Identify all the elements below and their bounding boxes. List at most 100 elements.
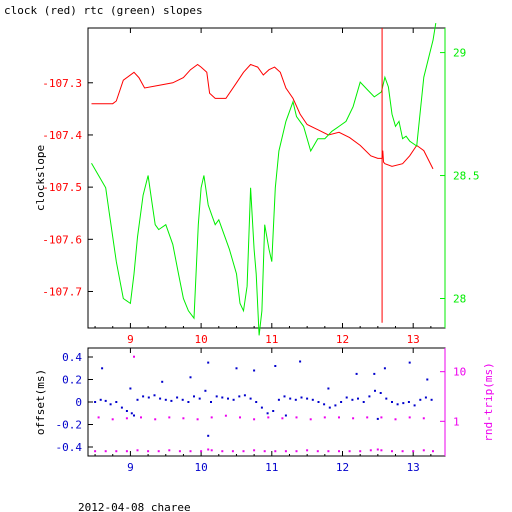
data-point-offset: [426, 378, 429, 381]
data-point-offset: [355, 372, 358, 375]
data-point-rtt: [253, 449, 256, 452]
data-point-rtt: [408, 416, 411, 419]
data-point-rtt: [338, 450, 340, 453]
data-point-offset: [243, 394, 246, 397]
data-point-offset: [379, 392, 382, 394]
x-tick-label: 13: [407, 461, 420, 474]
data-point-offset: [274, 365, 277, 367]
data-point-rtt: [168, 416, 171, 419]
data-point-rtt: [284, 450, 287, 453]
data-point-rtt: [154, 418, 157, 421]
data-point-offset: [362, 401, 365, 403]
data-point-offset: [385, 397, 388, 400]
data-point-rtt: [380, 416, 383, 419]
data-point-offset: [300, 396, 303, 399]
data-point-rtt: [359, 450, 362, 453]
data-point-offset: [255, 401, 258, 403]
data-point-rtt: [422, 417, 425, 420]
data-point-offset: [221, 396, 224, 399]
data-point-offset: [215, 395, 218, 398]
data-point-offset: [407, 401, 410, 403]
data-point-rtt: [253, 418, 256, 421]
data-point-offset: [193, 395, 195, 398]
data-point-rtt: [242, 450, 245, 453]
data-point-rtt: [391, 450, 393, 453]
data-point-rtt: [316, 450, 319, 453]
data-point-rtt: [281, 417, 284, 420]
data-point-offset: [328, 406, 331, 409]
y2-tick-label: 28.5: [453, 170, 480, 183]
data-point-rtt: [376, 448, 379, 451]
data-point-offset: [115, 401, 118, 403]
data-point-rtt: [323, 416, 326, 419]
data-point-offset: [227, 397, 229, 400]
data-point-offset: [130, 412, 133, 415]
x-tick-label: 9: [127, 461, 134, 474]
data-point-offset: [396, 403, 399, 406]
data-point-rtt: [210, 416, 213, 419]
y-tick-label: -0.2: [56, 419, 83, 432]
y2-tick-label: 28: [453, 292, 466, 305]
data-point-offset: [260, 406, 263, 409]
y-tick-label: 0.4: [62, 351, 82, 364]
data-point-offset: [383, 367, 386, 370]
data-point-offset: [357, 397, 359, 400]
data-point-offset: [176, 396, 179, 399]
data-point-offset: [376, 417, 379, 420]
data-point-offset: [368, 395, 371, 398]
data-point-offset: [408, 361, 411, 364]
data-point-offset: [289, 397, 292, 400]
data-point-offset: [120, 406, 123, 409]
y2-tick-label: 1: [453, 415, 460, 428]
data-point-rtt: [267, 416, 270, 419]
data-point-offset: [94, 401, 97, 403]
data-point-offset: [136, 398, 139, 401]
data-point-offset: [147, 396, 150, 399]
data-point-offset: [204, 389, 207, 392]
data-point-offset: [125, 410, 128, 412]
data-point-offset: [323, 403, 326, 406]
data-point-offset: [374, 389, 376, 392]
data-point-rtt: [224, 414, 227, 417]
data-point-offset: [133, 414, 135, 417]
data-point-offset: [99, 398, 102, 401]
data-point-offset: [181, 398, 184, 401]
data-point-offset: [402, 402, 405, 405]
data-point-offset: [104, 399, 107, 402]
data-point-rtt: [207, 448, 210, 451]
y2-axis-label: rnd-trip(ms): [482, 362, 495, 441]
data-point-rtt: [94, 450, 97, 453]
data-point-offset: [306, 397, 309, 400]
data-point-rtt: [366, 416, 369, 419]
data-point-rtt: [231, 450, 234, 453]
y-tick-label: 0: [75, 396, 82, 409]
data-point-rtt: [295, 450, 298, 453]
data-point-rtt: [196, 418, 199, 421]
data-point-rtt: [239, 416, 241, 419]
data-point-rtt: [210, 449, 213, 452]
y-tick-label: -107.3: [42, 77, 82, 90]
data-point-offset: [272, 410, 275, 412]
x-tick-label: 11: [265, 461, 278, 474]
data-point-offset: [413, 404, 416, 407]
series-line-clock: [91, 63, 434, 170]
slopes-chart: 9 10 11 12 13 -107.3 -107.4 -107.5 -107.6 -107.7 2…: [34, 23, 480, 346]
data-point-rtt: [352, 417, 355, 420]
y-tick-label: 0.2: [62, 374, 82, 387]
data-point-rtt: [140, 416, 142, 419]
data-point-offset: [283, 395, 286, 398]
data-point-rtt: [97, 416, 100, 419]
x-tick-label: 12: [336, 461, 349, 474]
data-point-offset: [101, 367, 104, 370]
data-point-offset: [164, 398, 167, 401]
data-point-rtt: [401, 450, 404, 453]
y-tick-label: -107.4: [42, 129, 82, 142]
data-point-rtt: [380, 449, 383, 452]
data-point-rtt: [432, 450, 434, 453]
data-point-rtt: [394, 418, 397, 421]
y-axis-label: offset(ms): [34, 369, 47, 435]
data-point-rtt: [274, 450, 277, 453]
data-point-rtt: [200, 450, 203, 453]
data-point-offset: [210, 401, 212, 403]
